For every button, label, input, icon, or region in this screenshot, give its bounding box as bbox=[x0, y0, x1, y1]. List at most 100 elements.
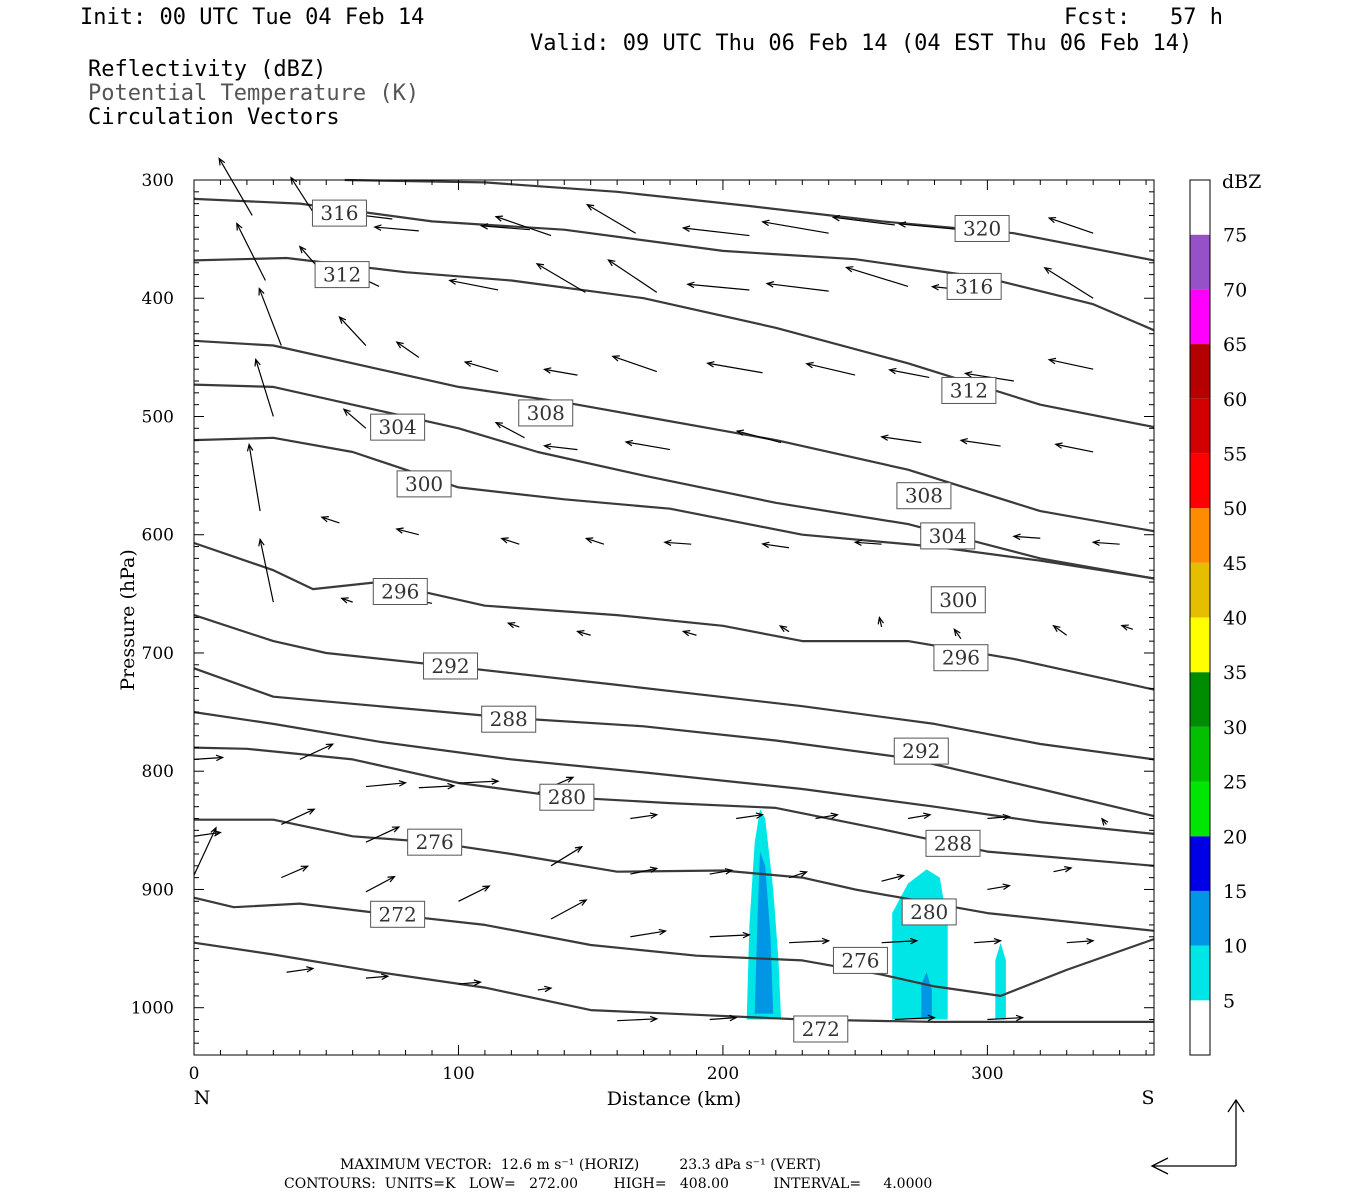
plot-frame bbox=[193, 179, 1155, 1056]
circulation-vector-94 bbox=[630, 928, 668, 938]
circulation-vector-60 bbox=[681, 630, 697, 637]
circulation-vector-80 bbox=[365, 826, 401, 843]
circulation-vector-101 bbox=[365, 973, 390, 981]
colorbar-label-25: 25 bbox=[1223, 772, 1247, 794]
circulation-vector-102 bbox=[458, 979, 482, 986]
y-tick-label-400: 400 bbox=[142, 289, 174, 309]
contour-label-12: 316 bbox=[946, 272, 1002, 300]
svg-text:288: 288 bbox=[490, 707, 528, 731]
circulation-vector-24 bbox=[338, 315, 367, 346]
svg-text:308: 308 bbox=[527, 401, 565, 425]
svg-text:304: 304 bbox=[929, 524, 967, 548]
colorbar-swatch-4 bbox=[1190, 781, 1210, 837]
circulation-vector-48 bbox=[584, 537, 605, 545]
contour-label-3: 308 bbox=[518, 399, 574, 427]
contour-label-14: 308 bbox=[896, 482, 952, 510]
colorbar-swatch-2 bbox=[1190, 890, 1210, 946]
circulation-vector-107 bbox=[894, 1014, 936, 1022]
svg-text:292: 292 bbox=[902, 739, 940, 763]
circulation-vector-41 bbox=[880, 434, 922, 444]
x-tick-label-100: 100 bbox=[442, 1064, 474, 1084]
svg-text:276: 276 bbox=[841, 948, 879, 972]
reflectivity-area-1 bbox=[754, 851, 774, 1014]
circulation-vector-105 bbox=[709, 1014, 738, 1022]
contour-label-13: 312 bbox=[941, 376, 997, 404]
theta-contour-296-6 bbox=[193, 541, 1155, 691]
colorbar-swatch-5 bbox=[1190, 726, 1210, 782]
circulation-vector-79 bbox=[281, 808, 316, 825]
colorbar-label-50: 50 bbox=[1223, 498, 1247, 520]
svg-text:296: 296 bbox=[381, 579, 419, 603]
circulation-vector-30 bbox=[805, 361, 856, 376]
circulation-vector-58 bbox=[506, 622, 520, 629]
circulation-vector-63 bbox=[953, 628, 962, 640]
circulation-vector-49 bbox=[663, 539, 692, 547]
circulation-vector-72 bbox=[630, 812, 659, 820]
y-tick-label-300: 300 bbox=[142, 171, 174, 191]
field-reflectivity: Reflectivity (dBZ) bbox=[88, 57, 327, 82]
init-time: Init: 00 UTC Tue 04 Feb 14 bbox=[80, 5, 425, 30]
circulation-vector-6 bbox=[585, 203, 636, 234]
circulation-vector-95 bbox=[709, 931, 751, 939]
colorbar-swatch-11 bbox=[1190, 398, 1210, 454]
contour-label-9: 276 bbox=[407, 828, 463, 856]
svg-text:280: 280 bbox=[548, 785, 586, 809]
contour-label-18: 292 bbox=[893, 737, 949, 765]
contour-label-16: 300 bbox=[930, 586, 986, 614]
y-tick-label-600: 600 bbox=[142, 526, 174, 546]
circulation-vector-98 bbox=[974, 937, 1003, 945]
colorbar-label-45: 45 bbox=[1223, 553, 1247, 575]
colorbar-label-40: 40 bbox=[1223, 608, 1247, 630]
circulation-vector-27 bbox=[542, 367, 578, 376]
circulation-vector-103 bbox=[537, 985, 553, 993]
colorbar-label-70: 70 bbox=[1223, 279, 1247, 301]
circulation-vector-82 bbox=[550, 846, 584, 867]
field-circulation-vectors: Circulation Vectors bbox=[88, 105, 340, 130]
svg-text:288: 288 bbox=[934, 831, 972, 855]
circulation-vector-70 bbox=[458, 778, 500, 785]
circulation-vector-54 bbox=[1091, 539, 1120, 547]
south-label: S bbox=[1141, 1087, 1154, 1109]
circulation-vector-29 bbox=[706, 361, 763, 374]
circulation-vector-67 bbox=[299, 743, 335, 760]
circulation-vector-39 bbox=[624, 439, 671, 451]
svg-text:272: 272 bbox=[802, 1017, 840, 1041]
circulation-vector-12 bbox=[236, 222, 266, 281]
forecast-hour: Fcst: 57 h bbox=[1064, 5, 1223, 30]
theta-contour-320-0 bbox=[344, 178, 1155, 262]
colorbar-label-15: 15 bbox=[1223, 881, 1247, 903]
circulation-vector-108 bbox=[987, 1014, 1025, 1022]
circulation-vector-5 bbox=[494, 215, 552, 237]
axis-layer: 300 400 500 600 700 800 900 1000 0 100 200 300 bbox=[131, 171, 1154, 1084]
x-tick-label-200: 200 bbox=[707, 1064, 739, 1084]
north-label: N bbox=[194, 1087, 211, 1109]
svg-text:276: 276 bbox=[416, 830, 454, 854]
circulation-vector-85 bbox=[788, 870, 809, 879]
colorbar-swatch-7 bbox=[1190, 617, 1210, 673]
circulation-vector-99 bbox=[1066, 937, 1095, 945]
contour-info-note: CONTOURS: UNITS=K LOW= 272.00 HIGH= 408.… bbox=[284, 1176, 933, 1192]
circulation-vector-18 bbox=[686, 281, 750, 291]
y-tick-label-900: 900 bbox=[142, 880, 174, 900]
colorbar-swatch-6 bbox=[1190, 672, 1210, 727]
circulation-vector-88 bbox=[1053, 866, 1073, 873]
colorbar-label-35: 35 bbox=[1223, 662, 1247, 684]
vector-layer bbox=[193, 157, 1134, 1025]
svg-text:312: 312 bbox=[323, 263, 361, 287]
circulation-vector-44 bbox=[246, 443, 261, 512]
circulation-vector-77 bbox=[1101, 817, 1109, 826]
colorbar-swatch-12 bbox=[1190, 344, 1210, 399]
circulation-vector-56 bbox=[340, 597, 353, 604]
contour-label-5: 296 bbox=[372, 577, 428, 605]
theta-contour-288-8 bbox=[193, 667, 1155, 818]
circulation-vector-89 bbox=[193, 826, 217, 876]
svg-text:272: 272 bbox=[379, 902, 417, 926]
circulation-vector-83 bbox=[630, 866, 659, 875]
circulation-vector-38 bbox=[542, 443, 578, 451]
y-tick-label-800: 800 bbox=[142, 762, 174, 782]
colorbar-swatch-15 bbox=[1190, 180, 1210, 235]
circulation-vector-69 bbox=[418, 782, 456, 790]
contour-label-6: 292 bbox=[423, 652, 479, 680]
circulation-vector-20 bbox=[844, 266, 909, 287]
theta-contour-308-3 bbox=[193, 339, 1155, 533]
